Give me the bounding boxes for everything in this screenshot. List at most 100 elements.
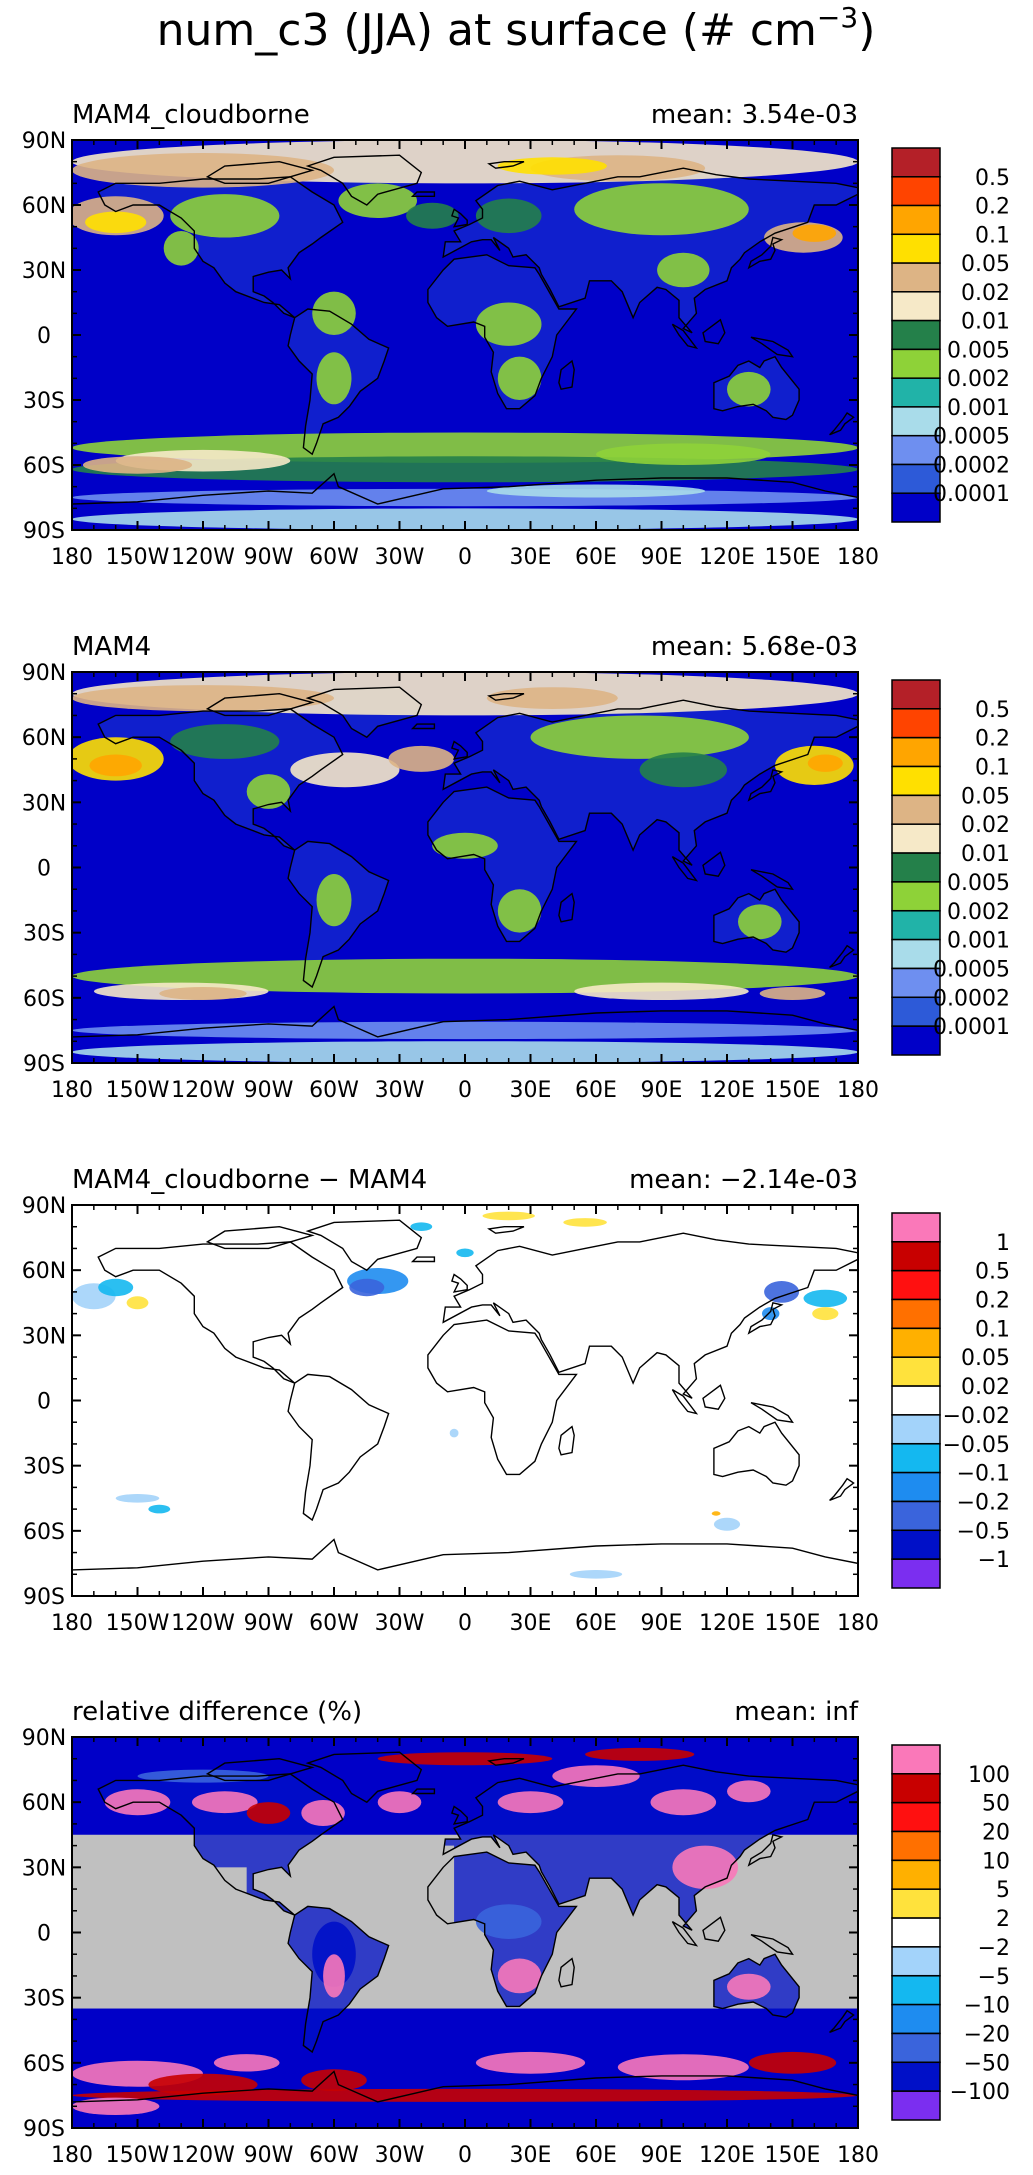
x-tick-label: 90W	[244, 2143, 294, 2168]
legend-label: 0.005	[947, 338, 1010, 363]
x-tick-label: 60E	[575, 1078, 617, 1103]
coastline-eu	[442, 167, 858, 334]
legend-label: −0.05	[943, 1433, 1010, 1458]
x-tick-label: 180	[51, 2143, 93, 2168]
legend-label: 0.1	[975, 1317, 1010, 1342]
coastline-na	[97, 176, 344, 319]
y-tick-label: 30S	[23, 1987, 65, 2012]
y-tick-label: 30S	[23, 389, 65, 414]
legend-swatch	[891, 765, 941, 797]
coastline-ca	[205, 160, 315, 184]
y-tick-label: 0	[37, 857, 51, 882]
x-tick-label: 180	[837, 1078, 879, 1103]
x-tick-label: 180	[51, 1078, 93, 1103]
coastline-is	[410, 723, 436, 730]
panel-mean-value: −2.14e-03	[720, 1165, 858, 1195]
legend-swatch	[891, 1414, 941, 1445]
x-tick-label: 120W	[171, 2143, 235, 2168]
legend-swatch	[891, 492, 941, 523]
map-field	[72, 672, 858, 1063]
panel-mean-label: mean:	[651, 632, 742, 662]
coastline-mg	[558, 1957, 575, 1988]
coastline-sa	[287, 308, 390, 456]
legend-swatch	[891, 1801, 941, 1833]
coastline-af	[427, 1319, 578, 1476]
coastline-uk	[451, 208, 468, 228]
figure-title-superscript: −3	[817, 1, 858, 34]
coastline-bn	[702, 851, 726, 877]
legend-swatch	[891, 1773, 941, 1804]
legend-swatch	[891, 176, 941, 207]
legend-label: 0.01	[961, 842, 1010, 867]
coastline-au	[713, 355, 800, 421]
coastline-sm	[671, 1921, 699, 1947]
x-tick-label: 60E	[575, 1611, 617, 1636]
legend-label: −0.5	[957, 1519, 1010, 1544]
coastline-bn	[702, 318, 726, 345]
x-tick-label: 30E	[510, 545, 552, 570]
panel-2: MAM4 mean: 5.68e-03 180 150W 120W 90W 60W 30W 0 3…	[22, 632, 1010, 1103]
legend-label: 0.01	[961, 310, 1010, 335]
x-tick-label: 60W	[309, 1611, 359, 1636]
legend-label: 0.0001	[933, 1015, 1010, 1040]
coastline-is	[410, 1256, 436, 1263]
coastline-sv	[487, 1226, 525, 1234]
legend-swatch	[891, 233, 941, 264]
coastline-bn	[702, 1916, 726, 1942]
x-tick-label: 120E	[699, 2143, 755, 2168]
x-tick-label: 120W	[171, 545, 235, 570]
coastline-eu	[442, 1764, 858, 1931]
legend-label: −50	[964, 2051, 1010, 2076]
legend-swatch	[891, 823, 941, 854]
coastline-mg	[558, 359, 575, 391]
x-tick-label: 30W	[375, 1611, 425, 1636]
legend-label: −2	[978, 1936, 1010, 1961]
legend: 0.5 0.2 0.1 0.05 0.02 0.01 0.005 0.002 0.001 0.00…	[891, 147, 1010, 523]
x-tick-label: 120E	[699, 1611, 755, 1636]
legend-swatch	[891, 2090, 941, 2121]
legend-label: −5	[978, 1965, 1010, 1990]
legend-label: −20	[964, 2023, 1010, 2048]
coastline-af	[427, 786, 578, 943]
panel-mean-value: inf	[825, 1697, 859, 1727]
x-tick-label: 180	[51, 1611, 93, 1636]
y-tick-label: 90N	[22, 1726, 66, 1751]
legend-label: 0.5	[975, 698, 1010, 723]
legend-swatch	[891, 291, 941, 322]
legend-swatch	[891, 996, 941, 1027]
x-tick-label: 150E	[765, 1611, 821, 1636]
x-tick-label: 30E	[510, 1078, 552, 1103]
x-tick-label: 150E	[765, 545, 821, 570]
map-field	[72, 1205, 858, 1596]
legend-label: 0.001	[947, 929, 1010, 954]
panel-mean: mean: 3.54e-03	[651, 100, 858, 130]
x-tick-label: 150W	[106, 1078, 170, 1103]
coastline-gl	[305, 1751, 423, 1804]
legend-label: −10	[964, 1994, 1010, 2019]
legend-label: 5	[996, 1878, 1010, 1903]
figure-title: num_c3 (JJA) at surface (# cm−3)	[157, 1, 876, 56]
panel-mean-label: mean:	[629, 1165, 720, 1195]
coastline-nz	[829, 1477, 855, 1502]
y-tick-label: 60N	[22, 726, 66, 751]
legend: 0.5 0.2 0.1 0.05 0.02 0.01 0.005 0.002 0.001 0.00…	[891, 679, 1010, 1056]
panel-mean: mean: −2.14e-03	[629, 1165, 858, 1195]
legend-swatch	[891, 262, 941, 293]
legend-label: 0.5	[975, 1260, 1010, 1285]
legend-label: −0.02	[943, 1404, 1010, 1429]
legend-label: 10	[982, 1849, 1010, 1874]
coastline-sm	[671, 323, 699, 350]
y-tick-label: 90S	[23, 519, 65, 544]
legend: 1 0.5 0.2 0.1 0.05 0.02 −0.02 −0.05 −0.1 −0.2 −0.5…	[891, 1212, 1010, 1589]
y-tick-label: 30N	[22, 791, 66, 816]
coastline-ca	[205, 692, 315, 717]
legend-label: 0.002	[947, 900, 1010, 925]
x-tick-label: 90E	[641, 1078, 683, 1103]
panel-mean-value: 5.68e-03	[742, 632, 858, 662]
panel-title: MAM4	[72, 632, 151, 662]
y-tick-label: 90N	[22, 1194, 66, 1219]
coastline-gl	[305, 1219, 423, 1272]
y-tick-label: 30N	[22, 1324, 66, 1349]
y-tick-label: 0	[37, 324, 51, 349]
coastline-jp	[747, 236, 784, 270]
